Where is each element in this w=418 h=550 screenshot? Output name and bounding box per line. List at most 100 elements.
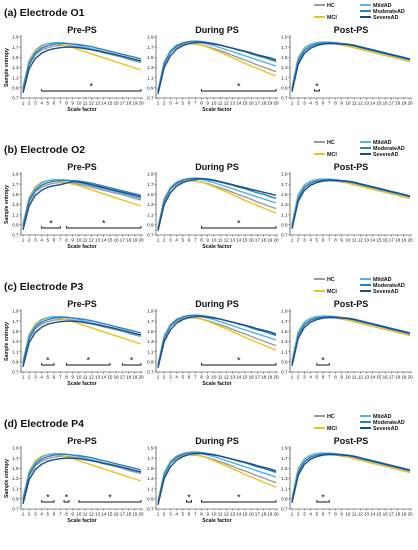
series-line bbox=[22, 457, 142, 505]
significance-bracket bbox=[186, 500, 193, 503]
y-tick-label: 1.1 bbox=[147, 212, 154, 217]
y-tick-label: 0.9 bbox=[281, 85, 288, 90]
x-tick-label: 6 bbox=[53, 238, 56, 243]
y-tick-label: 1.3 bbox=[281, 476, 288, 481]
x-tick-label: 14 bbox=[101, 101, 107, 106]
subplot-title: During PS bbox=[195, 162, 239, 172]
x-tick-label: 1 bbox=[22, 375, 25, 380]
x-tick-label: 8 bbox=[65, 238, 68, 243]
x-tick-label: 10 bbox=[211, 238, 217, 243]
x-tick-label: 11 bbox=[83, 375, 88, 380]
x-tick-label: 19 bbox=[132, 101, 138, 106]
legend-label: MCI bbox=[327, 426, 337, 432]
y-tick-label: 1.5 bbox=[147, 329, 154, 334]
x-tick-label: 9 bbox=[71, 512, 74, 517]
y-tick-label: 1.1 bbox=[281, 349, 288, 354]
significance-bracket bbox=[316, 363, 330, 366]
series-line bbox=[291, 453, 411, 501]
significance-star: * bbox=[237, 219, 241, 229]
x-tick-label: 3 bbox=[303, 238, 306, 243]
x-tick-label: 5 bbox=[182, 512, 185, 517]
x-tick-label: 17 bbox=[120, 375, 126, 380]
y-tick-label: 1.9 bbox=[281, 172, 288, 177]
x-tick-label: 17 bbox=[389, 512, 395, 517]
y-tick-label: 0.9 bbox=[281, 222, 288, 227]
y-tick-label: 1.9 bbox=[147, 446, 154, 451]
x-tick-label: 16 bbox=[114, 512, 120, 517]
legend-label: ModerateAD bbox=[373, 283, 405, 289]
y-tick-label: 1.5 bbox=[281, 192, 288, 197]
x-tick-label: 17 bbox=[255, 101, 261, 106]
series-line bbox=[157, 179, 277, 230]
panel-2: (c) Electrode P3 HC MCI MildADModerateADSev… bbox=[4, 277, 413, 387]
y-tick-label: 0.9 bbox=[281, 359, 288, 364]
x-tick-label: 17 bbox=[255, 512, 261, 517]
y-tick-label: 1.7 bbox=[281, 182, 288, 187]
x-tick-label: 19 bbox=[267, 375, 273, 380]
y-tick-label: 0.7 bbox=[147, 233, 154, 238]
significance-bracket bbox=[201, 226, 277, 229]
x-tick-label: 17 bbox=[389, 238, 395, 243]
x-axis-label: Scale factor bbox=[67, 244, 96, 250]
significance-star: * bbox=[321, 356, 325, 366]
x-tick-label: 11 bbox=[83, 101, 88, 106]
x-tick-label: 5 bbox=[182, 238, 185, 243]
series-line bbox=[157, 177, 277, 232]
significance-star: * bbox=[46, 356, 50, 366]
x-tick-label: 18 bbox=[261, 512, 267, 517]
subplot-title: Pre-PS bbox=[67, 436, 97, 446]
x-tick-label: 7 bbox=[59, 375, 62, 380]
subplot-title: Pre-PS bbox=[67, 25, 97, 35]
x-tick-label: 3 bbox=[169, 101, 172, 106]
x-tick-label: 9 bbox=[206, 375, 209, 380]
x-tick-label: 13 bbox=[364, 512, 370, 517]
x-tick-label: 5 bbox=[182, 101, 185, 106]
x-tick-label: 8 bbox=[334, 101, 337, 106]
x-tick-label: 6 bbox=[188, 101, 191, 106]
x-tick-label: 5 bbox=[316, 512, 319, 517]
significance-bracket bbox=[63, 500, 70, 503]
x-tick-label: 13 bbox=[95, 375, 101, 380]
legend-label: ModerateAD bbox=[373, 146, 405, 152]
series-line bbox=[157, 451, 277, 503]
x-tick-label: 17 bbox=[120, 238, 126, 243]
x-tick-label: 13 bbox=[230, 101, 236, 106]
subplot-2: Post-PS0.70.91.11.31.51.71.91 2 3 4 5 6 7 8 9 10 1… bbox=[281, 436, 413, 517]
x-tick-label: 15 bbox=[242, 375, 248, 380]
x-tick-label: 9 bbox=[206, 238, 209, 243]
x-tick-label: 6 bbox=[53, 101, 56, 106]
x-tick-label: 20 bbox=[138, 512, 144, 517]
y-tick-label: 1.5 bbox=[281, 329, 288, 334]
x-tick-label: 9 bbox=[340, 512, 343, 517]
significance-star: * bbox=[237, 356, 241, 366]
significance-star: * bbox=[49, 219, 53, 229]
series-line bbox=[157, 315, 277, 369]
x-tick-label: 11 bbox=[218, 512, 223, 517]
x-tick-label: 13 bbox=[95, 512, 101, 517]
y-tick-label: 0.9 bbox=[281, 496, 288, 501]
subplot-title: During PS bbox=[195, 299, 239, 309]
y-tick-label: 1.7 bbox=[147, 319, 154, 324]
x-tick-label: 14 bbox=[370, 375, 376, 380]
y-axis-label: Sample entropy bbox=[4, 322, 10, 361]
significance-star: * bbox=[315, 82, 319, 92]
x-tick-label: 10 bbox=[211, 512, 217, 517]
y-tick-label: 0.7 bbox=[147, 370, 154, 375]
y-tick-label: 1.1 bbox=[12, 75, 19, 80]
x-tick-label: 4 bbox=[40, 375, 43, 380]
x-tick-label: 9 bbox=[206, 512, 209, 517]
x-tick-label: 7 bbox=[194, 101, 197, 106]
series-line bbox=[22, 316, 142, 364]
x-tick-label: 17 bbox=[389, 101, 395, 106]
significance-bracket bbox=[201, 363, 277, 366]
x-tick-label: 2 bbox=[163, 101, 166, 106]
panel-title: (d) Electrode P4 bbox=[4, 418, 84, 430]
x-tick-label: 18 bbox=[126, 512, 132, 517]
x-tick-label: 20 bbox=[407, 375, 413, 380]
y-tick-label: 1.9 bbox=[147, 309, 154, 314]
x-tick-label: 1 bbox=[291, 238, 294, 243]
x-tick-label: 1 bbox=[22, 512, 25, 517]
y-tick-label: 1.7 bbox=[281, 45, 288, 50]
